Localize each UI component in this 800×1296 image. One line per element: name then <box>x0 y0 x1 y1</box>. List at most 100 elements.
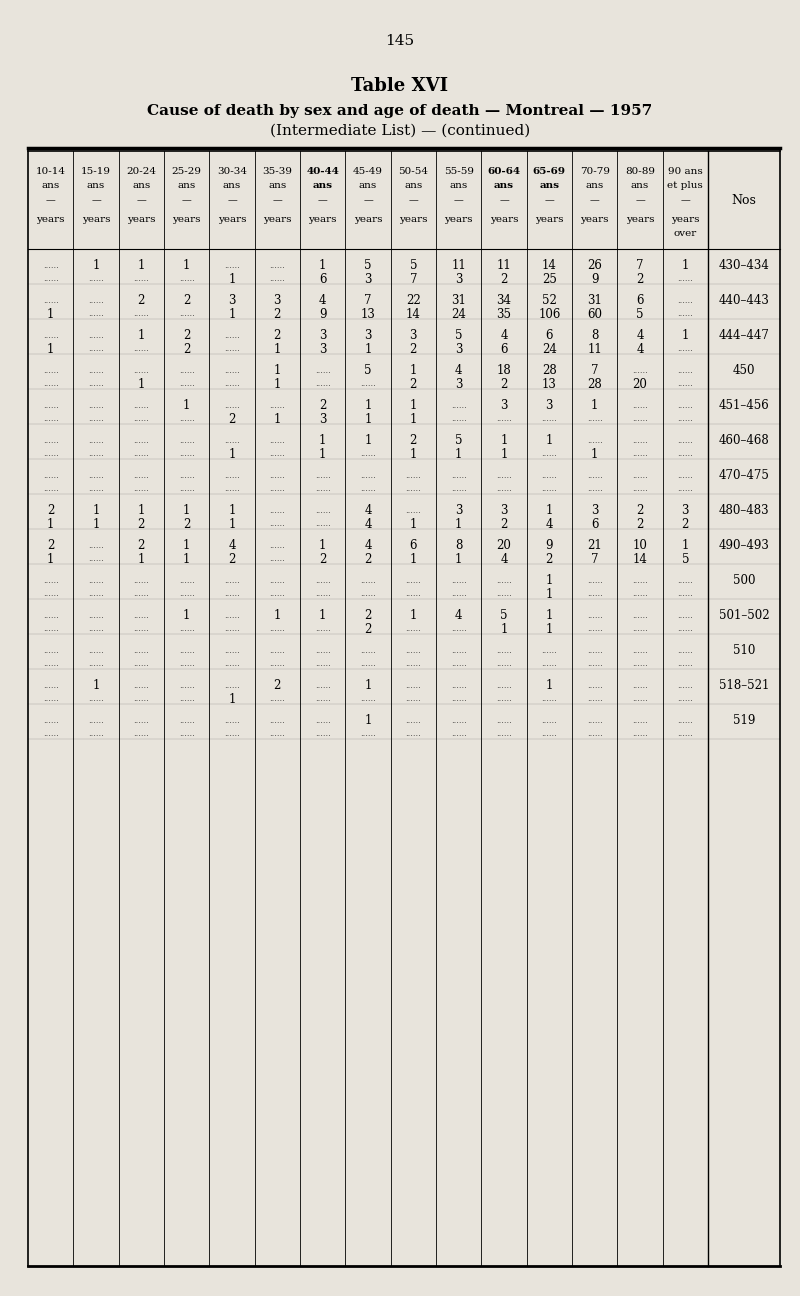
Text: years: years <box>535 215 563 223</box>
Text: ......: ...... <box>360 660 376 669</box>
Text: 22: 22 <box>406 294 421 307</box>
Text: 1: 1 <box>455 553 462 566</box>
Text: ......: ...... <box>88 402 104 410</box>
Text: ......: ...... <box>450 695 466 704</box>
Text: ......: ...... <box>542 450 558 459</box>
Text: ......: ...... <box>270 262 286 270</box>
Text: 1: 1 <box>274 412 281 426</box>
Text: 1: 1 <box>410 517 417 531</box>
Text: 45-49: 45-49 <box>353 166 383 175</box>
Text: ......: ...... <box>360 485 376 494</box>
Text: ......: ...... <box>134 345 150 354</box>
Text: ......: ...... <box>42 612 58 619</box>
Text: 4: 4 <box>364 504 372 517</box>
Text: 1: 1 <box>183 553 190 566</box>
Text: ......: ...... <box>270 730 286 739</box>
Text: years: years <box>218 215 246 223</box>
Text: ......: ...... <box>224 402 240 410</box>
Text: 444–447: 444–447 <box>718 329 770 342</box>
Text: ......: ...... <box>178 472 194 480</box>
Text: 65-69: 65-69 <box>533 166 566 175</box>
Text: 10-14: 10-14 <box>36 166 66 175</box>
Text: 2: 2 <box>500 272 508 285</box>
Text: 1: 1 <box>138 377 145 391</box>
Text: ......: ...... <box>178 717 194 724</box>
Text: 25-29: 25-29 <box>172 166 202 175</box>
Text: et plus: et plus <box>667 181 703 191</box>
Text: 1: 1 <box>183 259 190 272</box>
Text: ......: ...... <box>134 367 150 375</box>
Text: ......: ...... <box>496 695 512 704</box>
Text: 106: 106 <box>538 307 561 320</box>
Text: 2: 2 <box>319 553 326 566</box>
Text: ......: ...... <box>42 730 58 739</box>
Text: ......: ...... <box>88 485 104 494</box>
Text: 1: 1 <box>546 574 553 587</box>
Text: ......: ...... <box>406 682 422 689</box>
Text: 490–493: 490–493 <box>718 539 770 552</box>
Text: 13: 13 <box>542 377 557 391</box>
Text: 1: 1 <box>546 609 553 622</box>
Text: ......: ...... <box>270 275 286 284</box>
Text: ......: ...... <box>134 730 150 739</box>
Text: ......: ...... <box>88 310 104 319</box>
Text: ......: ...... <box>450 590 466 599</box>
Text: 18: 18 <box>497 364 511 377</box>
Text: ......: ...... <box>586 625 602 634</box>
Text: ......: ...... <box>134 275 150 284</box>
Text: 2: 2 <box>636 504 644 517</box>
Text: 35: 35 <box>497 307 511 320</box>
Text: ......: ...... <box>406 472 422 480</box>
Text: 11: 11 <box>587 342 602 355</box>
Text: 21: 21 <box>587 539 602 552</box>
Text: ......: ...... <box>224 367 240 375</box>
Text: ......: ...... <box>42 275 58 284</box>
Text: ans: ans <box>404 181 422 191</box>
Text: 40-44: 40-44 <box>306 166 339 175</box>
Text: 1: 1 <box>274 377 281 391</box>
Text: ......: ...... <box>542 717 558 724</box>
Text: —: — <box>318 197 327 206</box>
Text: ......: ...... <box>678 647 694 654</box>
Text: 24: 24 <box>542 342 557 355</box>
Text: ......: ...... <box>678 380 694 389</box>
Text: 14: 14 <box>542 259 557 272</box>
Text: 2: 2 <box>183 329 190 342</box>
Text: ......: ...... <box>42 380 58 389</box>
Text: 28: 28 <box>587 377 602 391</box>
Text: 1: 1 <box>274 364 281 377</box>
Text: years: years <box>173 215 201 223</box>
Text: ......: ...... <box>632 402 648 410</box>
Text: ......: ...... <box>88 625 104 634</box>
Text: ......: ...... <box>314 682 330 689</box>
Text: ......: ...... <box>314 590 330 599</box>
Text: ......: ...... <box>450 485 466 494</box>
Text: ......: ...... <box>632 730 648 739</box>
Text: —: — <box>137 197 146 206</box>
Text: —: — <box>590 197 599 206</box>
Text: ......: ...... <box>586 472 602 480</box>
Text: 2: 2 <box>228 553 236 566</box>
Text: ......: ...... <box>632 590 648 599</box>
Text: 8: 8 <box>455 539 462 552</box>
Text: ......: ...... <box>42 625 58 634</box>
Text: ......: ...... <box>314 647 330 654</box>
Text: over: over <box>674 228 697 237</box>
Text: 1: 1 <box>546 434 553 447</box>
Text: ans: ans <box>87 181 105 191</box>
Text: ......: ...... <box>134 682 150 689</box>
Text: ......: ...... <box>586 695 602 704</box>
Text: 510: 510 <box>733 644 755 657</box>
Text: 480–483: 480–483 <box>718 504 770 517</box>
Text: ......: ...... <box>178 367 194 375</box>
Text: Nos: Nos <box>731 194 757 207</box>
Text: ......: ...... <box>42 437 58 445</box>
Text: ......: ...... <box>42 590 58 599</box>
Text: ......: ...... <box>586 577 602 584</box>
Text: ......: ...... <box>134 437 150 445</box>
Text: —: — <box>91 197 101 206</box>
Text: ......: ...... <box>314 730 330 739</box>
Text: ......: ...... <box>178 310 194 319</box>
Text: ......: ...... <box>270 542 286 550</box>
Text: 1: 1 <box>228 447 236 461</box>
